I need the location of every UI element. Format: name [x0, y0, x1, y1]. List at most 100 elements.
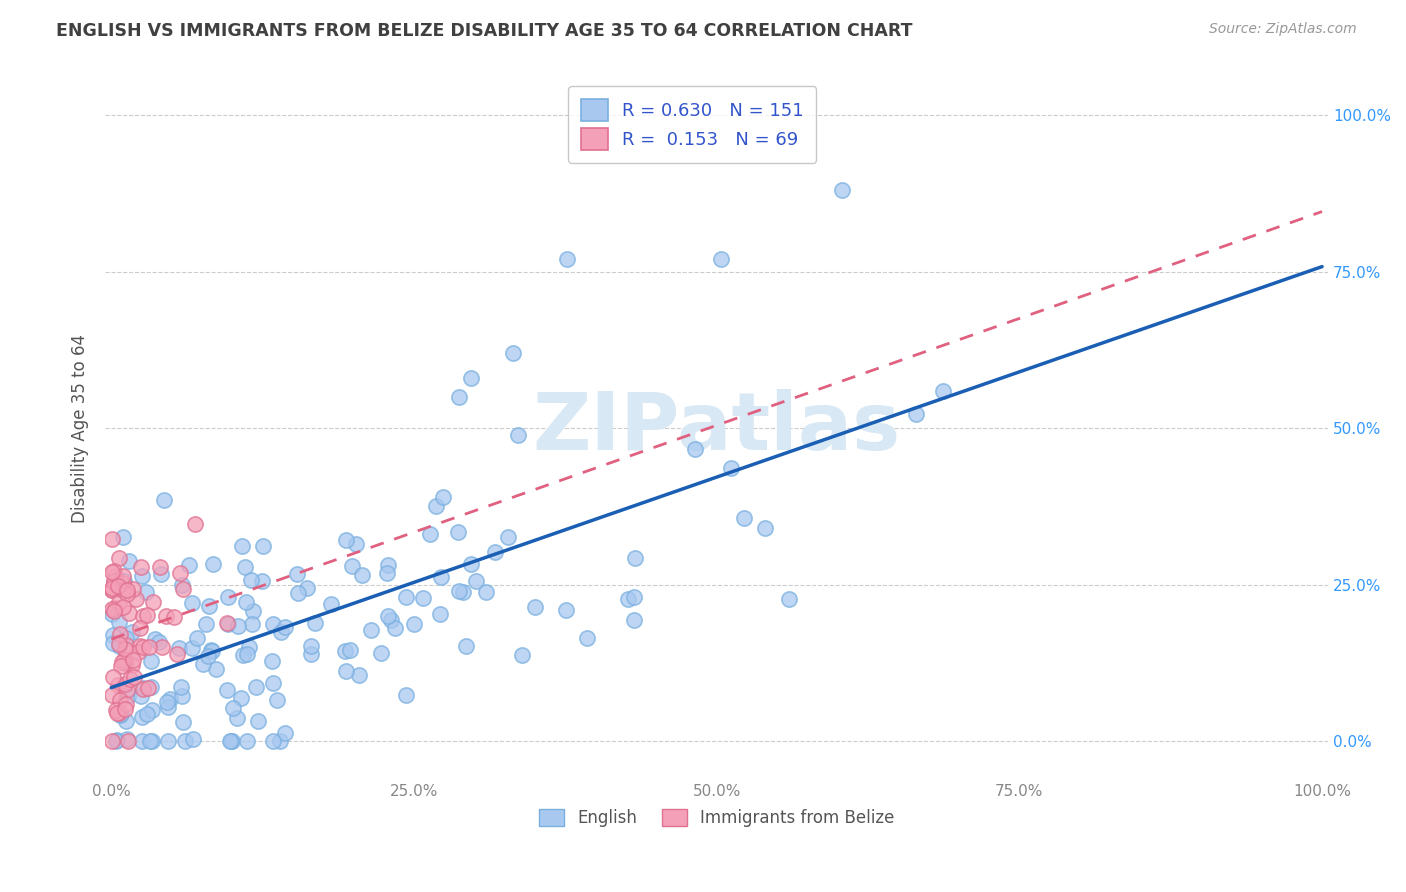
- Point: [235, 594, 257, 608]
- Point: [110, 706, 132, 721]
- Point: [121, 658, 143, 673]
- Point: [295, 581, 318, 595]
- Point: [447, 584, 470, 599]
- Point: [274, 620, 297, 634]
- Point: [180, 641, 202, 656]
- Point: [115, 714, 138, 728]
- Point: [111, 655, 134, 669]
- Point: [425, 499, 447, 513]
- Point: [129, 621, 152, 635]
- Point: [101, 628, 124, 642]
- Point: [169, 641, 191, 656]
- Point: [226, 711, 249, 725]
- Point: [110, 659, 132, 673]
- Legend: English, Immigrants from Belize: English, Immigrants from Belize: [531, 802, 901, 834]
- Point: [465, 574, 488, 589]
- Point: [287, 586, 309, 600]
- Point: [155, 609, 177, 624]
- Point: [304, 615, 326, 630]
- Point: [122, 653, 145, 667]
- Point: [360, 623, 382, 637]
- Point: [201, 644, 224, 658]
- Point: [114, 639, 136, 653]
- Point: [111, 575, 134, 590]
- Text: ZIPatlas: ZIPatlas: [533, 389, 901, 467]
- Point: [238, 640, 260, 654]
- Point: [131, 569, 153, 583]
- Point: [269, 734, 291, 748]
- Point: [103, 564, 125, 578]
- Point: [104, 569, 127, 583]
- Point: [117, 587, 139, 601]
- Point: [180, 596, 202, 610]
- Point: [129, 639, 152, 653]
- Point: [108, 693, 131, 707]
- Point: [114, 657, 136, 671]
- Point: [460, 371, 482, 385]
- Point: [121, 625, 143, 640]
- Point: [262, 654, 284, 668]
- Point: [447, 524, 470, 539]
- Point: [104, 600, 127, 615]
- Point: [139, 734, 162, 748]
- Point: [101, 688, 124, 702]
- Point: [129, 560, 152, 574]
- Point: [132, 682, 155, 697]
- Point: [285, 566, 308, 581]
- Point: [623, 613, 645, 627]
- Point: [344, 536, 367, 550]
- Point: [135, 585, 157, 599]
- Point: [262, 675, 284, 690]
- Text: ENGLISH VS IMMIGRANTS FROM BELIZE DISABILITY AGE 35 TO 64 CORRELATION CHART: ENGLISH VS IMMIGRANTS FROM BELIZE DISABI…: [56, 22, 912, 40]
- Point: [107, 595, 129, 609]
- Point: [335, 665, 357, 679]
- Point: [114, 677, 136, 691]
- Point: [117, 734, 139, 748]
- Point: [191, 657, 214, 672]
- Point: [683, 442, 706, 456]
- Point: [127, 645, 149, 659]
- Point: [198, 599, 221, 613]
- Point: [447, 390, 470, 404]
- Point: [219, 734, 242, 748]
- Point: [132, 640, 155, 654]
- Point: [733, 511, 755, 525]
- Point: [506, 428, 529, 442]
- Point: [115, 731, 138, 746]
- Point: [132, 681, 155, 696]
- Point: [183, 517, 205, 532]
- Point: [496, 530, 519, 544]
- Point: [143, 632, 166, 646]
- Point: [217, 590, 239, 604]
- Point: [370, 646, 392, 660]
- Point: [107, 640, 129, 654]
- Point: [114, 641, 136, 656]
- Point: [229, 691, 252, 706]
- Point: [710, 252, 733, 266]
- Point: [135, 706, 157, 721]
- Point: [402, 617, 425, 632]
- Point: [347, 668, 370, 682]
- Point: [101, 734, 124, 748]
- Point: [252, 540, 274, 554]
- Point: [778, 591, 800, 606]
- Point: [831, 183, 853, 197]
- Point: [247, 714, 270, 728]
- Point: [136, 681, 159, 695]
- Point: [624, 550, 647, 565]
- Point: [115, 697, 138, 711]
- Point: [108, 706, 131, 720]
- Point: [138, 640, 160, 655]
- Point: [131, 710, 153, 724]
- Point: [108, 638, 131, 652]
- Point: [429, 607, 451, 621]
- Point: [104, 703, 127, 717]
- Point: [342, 558, 364, 573]
- Point: [103, 574, 125, 588]
- Point: [197, 648, 219, 663]
- Point: [270, 625, 292, 640]
- Point: [201, 558, 224, 572]
- Point: [112, 582, 135, 597]
- Point: [117, 682, 139, 697]
- Point: [103, 575, 125, 590]
